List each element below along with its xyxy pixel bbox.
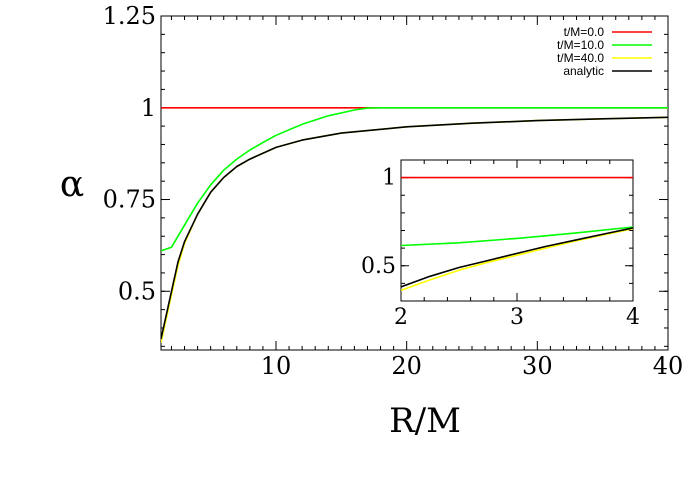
y-tick-label: 0.75 <box>103 186 156 214</box>
inset-series-line-2 <box>401 227 633 292</box>
inset-x-tick-label: 3 <box>510 305 524 330</box>
inset-series-line-3 <box>401 227 633 288</box>
inset-y-tick-label: 0.5 <box>361 254 396 279</box>
inset-series-line-1 <box>401 226 633 247</box>
series-line-1 <box>161 107 668 252</box>
y-tick-label: 1.25 <box>103 2 156 30</box>
x-tick-label: 10 <box>261 352 292 380</box>
y-tick-label: 0.5 <box>118 277 156 305</box>
legend-label: t/M=10.0 <box>557 38 604 52</box>
plot-frame <box>160 15 669 351</box>
y-axis-label: α <box>60 164 84 205</box>
legend-label: t/M=0.0 <box>564 25 605 39</box>
main-plot: 10 20 30 40 0.5 0.75 1 1.25 t/M=0.0t/M=10.0t/M=4… <box>103 2 684 380</box>
inset-y-tick-label: 1 <box>382 166 396 191</box>
x-axis-label: R/M <box>389 401 461 441</box>
inset-x-tick-label: 4 <box>626 305 640 330</box>
series-line-3 <box>161 116 668 340</box>
x-tick-label: 20 <box>391 352 422 380</box>
x-tick-label: 40 <box>653 352 684 380</box>
legend-label: analytic <box>563 64 604 78</box>
x-tick-label: 30 <box>522 352 553 380</box>
y-tick-label: 1 <box>141 94 156 122</box>
inset-plot: 2 3 4 0.5 1 <box>361 159 640 330</box>
legend-label: t/M=40.0 <box>557 51 604 65</box>
inset-x-tick-label: 2 <box>394 305 408 330</box>
